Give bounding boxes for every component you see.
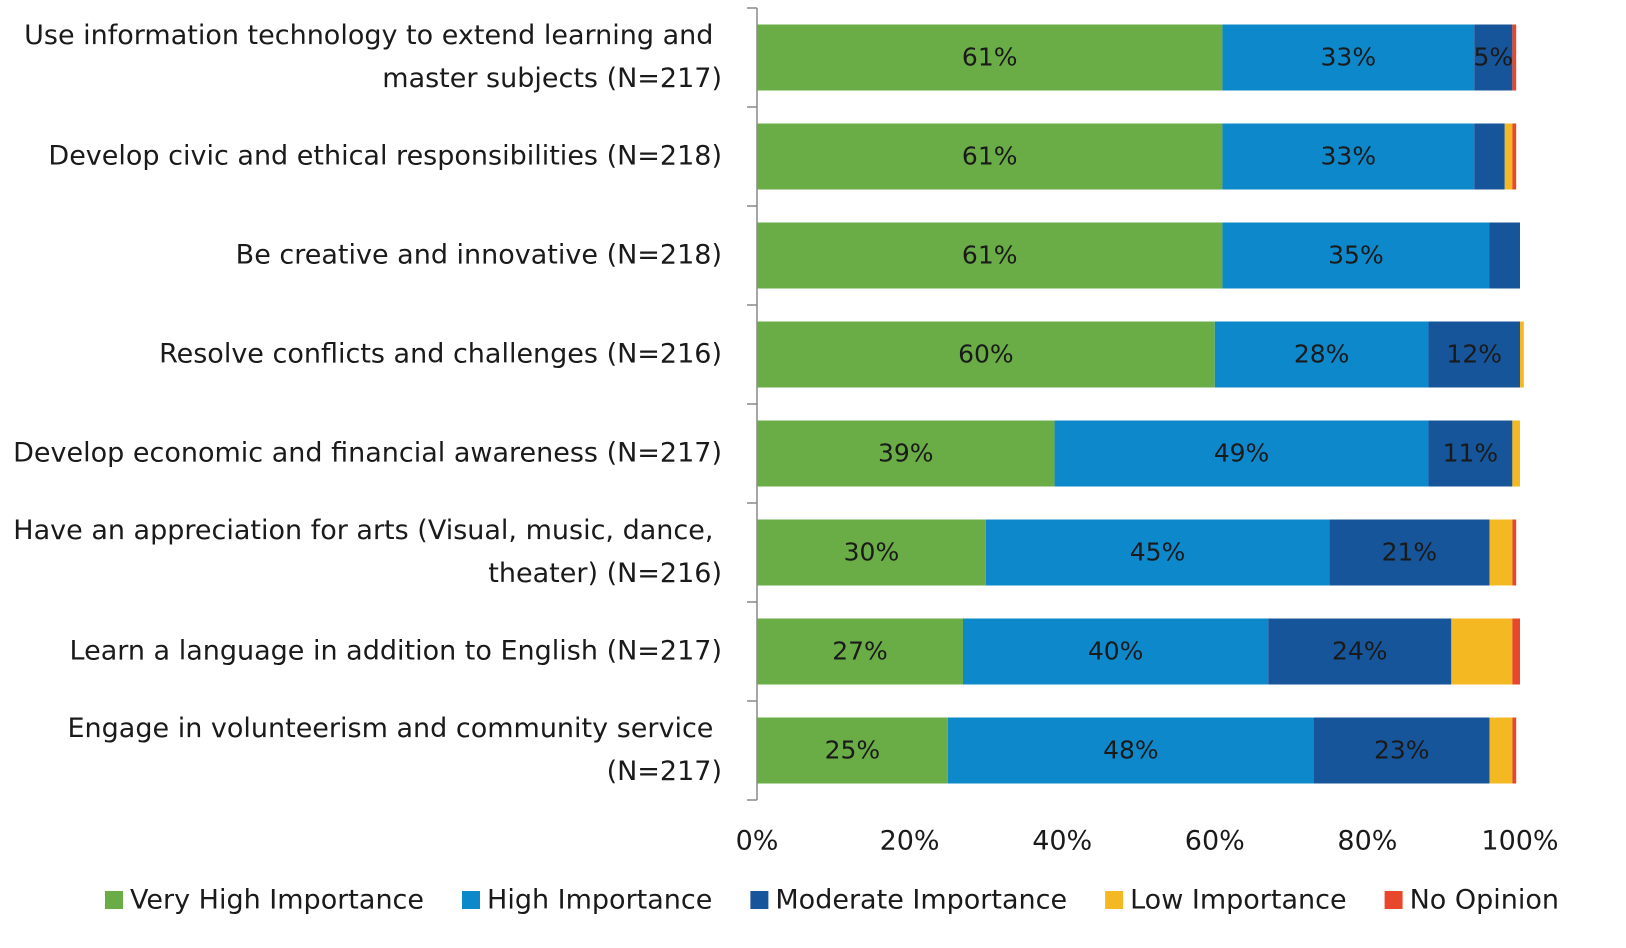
value-label: 35% xyxy=(1328,241,1384,270)
category-label: Engage in volunteerism and community ser… xyxy=(68,713,723,787)
legend-label: High Importance xyxy=(487,885,712,916)
bar-segment xyxy=(963,618,1269,685)
category-label: Be creative and innovative (N=218) xyxy=(236,239,722,270)
value-label: 24% xyxy=(1332,637,1388,666)
bar-segment xyxy=(1054,420,1429,487)
value-label: 61% xyxy=(962,241,1018,270)
bar-segment xyxy=(1329,519,1490,586)
legend-label: Very High Importance xyxy=(130,885,424,916)
bar-segment xyxy=(947,717,1314,784)
value-label: 48% xyxy=(1103,736,1159,765)
value-label: 49% xyxy=(1214,439,1270,468)
x-tick-label: 40% xyxy=(1032,826,1092,857)
bar-segment xyxy=(1512,420,1520,487)
value-label: 28% xyxy=(1294,340,1350,369)
bar-segment xyxy=(1451,618,1513,685)
bar-segment xyxy=(1504,123,1513,190)
bar-segment xyxy=(757,222,1223,289)
value-label: 61% xyxy=(962,142,1018,171)
value-label: 45% xyxy=(1130,538,1186,567)
legend-swatch xyxy=(1105,891,1124,909)
bar-segment xyxy=(1512,24,1517,91)
bar-segment xyxy=(1428,321,1520,388)
legend-label: Moderate Importance xyxy=(775,885,1067,916)
value-label: 40% xyxy=(1088,637,1144,666)
legend-swatch xyxy=(1384,891,1403,909)
value-label: 30% xyxy=(844,538,900,567)
bar-segment xyxy=(985,519,1330,586)
legend-swatch xyxy=(462,891,481,909)
bar-segment xyxy=(1512,519,1517,586)
legend-label: Low Importance xyxy=(1130,885,1346,916)
x-tick-label: 20% xyxy=(880,826,940,857)
value-label: 12% xyxy=(1446,340,1502,369)
value-label: 21% xyxy=(1382,538,1438,567)
bar-segment xyxy=(1313,717,1490,784)
value-label: 33% xyxy=(1321,43,1377,72)
bar-segment xyxy=(757,618,964,685)
bar-segment xyxy=(1474,123,1505,190)
category-label: Use information technology to extend lea… xyxy=(24,20,722,94)
bar-segment xyxy=(1474,24,1513,91)
value-label: 61% xyxy=(962,43,1018,72)
bar-segment xyxy=(757,717,948,784)
bar-segment xyxy=(1428,420,1513,487)
x-tick-label: 100% xyxy=(1481,826,1558,857)
bar-segment xyxy=(1489,519,1513,586)
x-tick-label: 0% xyxy=(736,826,779,857)
category-label: Develop economic and financial awareness… xyxy=(13,437,722,468)
legend-swatch xyxy=(105,891,123,909)
bar-segment xyxy=(1268,618,1452,685)
legend-swatch xyxy=(750,891,769,909)
category-label: Learn a language in addition to English … xyxy=(70,635,722,666)
bar-segment xyxy=(757,321,1215,388)
bar-segment xyxy=(1512,123,1517,190)
category-label: Have an appreciation for arts (Visual, m… xyxy=(13,515,722,589)
bar-segment xyxy=(1512,717,1517,784)
bar-segment xyxy=(1214,321,1429,388)
bar-segment xyxy=(1222,222,1490,289)
category-label: Develop civic and ethical responsibiliti… xyxy=(48,140,722,171)
bar-segment xyxy=(757,24,1223,91)
value-label: 25% xyxy=(825,736,881,765)
bar-segment xyxy=(1489,222,1520,289)
bar-segment xyxy=(1512,618,1520,685)
value-label: 11% xyxy=(1443,439,1499,468)
bar-segment xyxy=(1489,717,1513,784)
bar-segment xyxy=(757,420,1055,487)
value-label: 5% xyxy=(1473,43,1513,72)
value-label: 23% xyxy=(1374,736,1430,765)
bar-segment xyxy=(1222,24,1475,91)
x-tick-label: 60% xyxy=(1185,826,1245,857)
legend-label: No Opinion xyxy=(1410,885,1559,916)
value-label: 33% xyxy=(1321,142,1377,171)
value-label: 27% xyxy=(832,637,888,666)
category-label: Resolve conflicts and challenges (N=216) xyxy=(159,338,722,369)
bar-segment xyxy=(1222,123,1475,190)
bar-segment xyxy=(757,123,1223,190)
value-label: 60% xyxy=(958,340,1014,369)
bar-segment xyxy=(1520,321,1524,388)
bar-segment xyxy=(757,519,986,586)
x-tick-label: 80% xyxy=(1337,826,1397,857)
value-label: 39% xyxy=(878,439,934,468)
